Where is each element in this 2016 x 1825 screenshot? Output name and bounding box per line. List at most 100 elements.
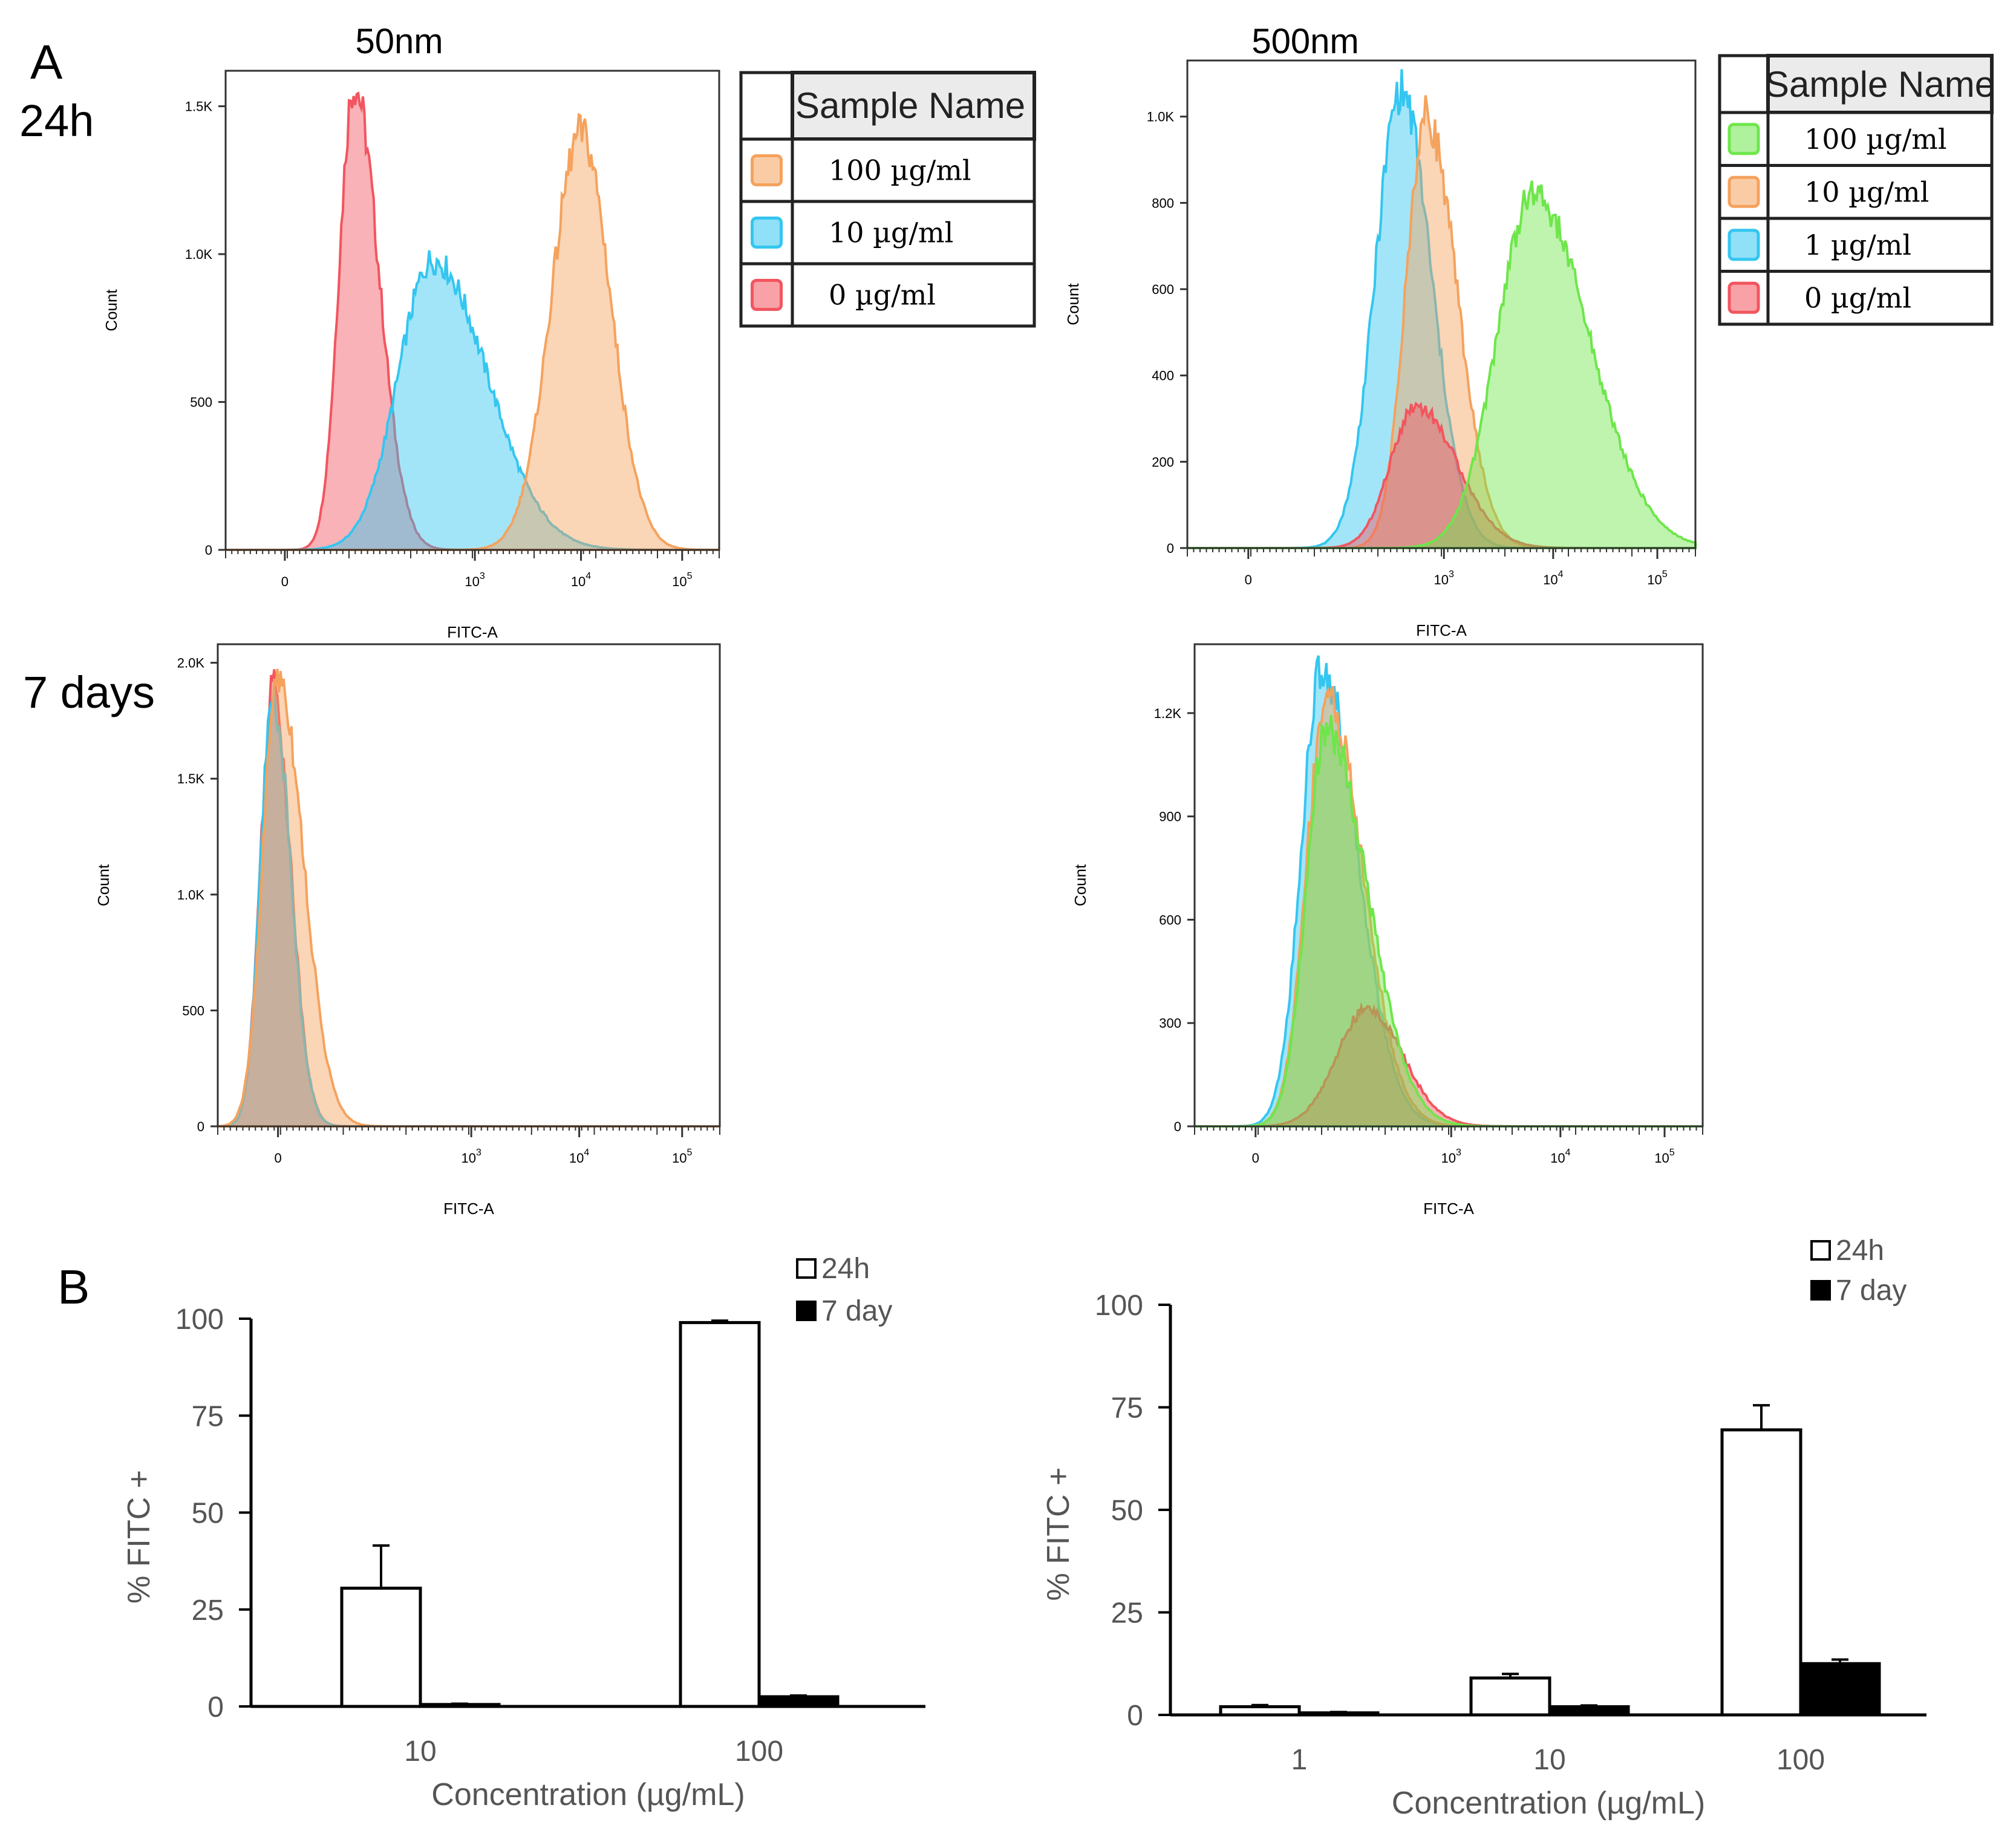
bar-50nm-category-label: 10 [404,1735,436,1768]
hist-50nm-24h-xtick-label: 0 [281,574,289,589]
bar-legend-500nm-label-24h: 24h [1836,1235,1884,1267]
hist-500nm-7d-frame [1193,643,1704,1128]
panel-a-letter: A [30,35,63,89]
legend500-rows-swatch [1727,175,1760,208]
row-label-24h: 24h [19,96,94,146]
bar-50nm-xlabel: Concentration (µg/mL) [431,1777,745,1812]
hist-500nm-24h-ytick-label: 200 [1152,454,1174,469]
hist-500nm-24h-ytick-label: 800 [1152,195,1174,211]
bar-500nm-ytick-label: 0 [1127,1700,1143,1732]
bar-50nm-ytick-label: 75 [192,1400,224,1432]
bar-legend-50nm: 24h 7 day [796,1253,892,1327]
hist-50nm-7d-ytick-label: 1.5K [177,771,205,786]
hist-500nm-7d-xtick-label: 105 [1654,1148,1674,1166]
legend50-rows-swatch [751,279,783,311]
hist-50nm-7d-ytick-label: 500 [182,1003,204,1018]
hist-500nm-7d-xlabel: FITC-A [1423,1200,1474,1218]
hist-500nm-24h-xtick-label: 0 [1245,572,1252,587]
bar-500nm-category-label: 10 [1533,1744,1565,1776]
bar-50nm-bar-24h-100 [679,1321,761,1708]
legend500-rows-label: 1 µg/ml [1804,229,1911,261]
bar-50nm-ylabel: % FITC + [122,1470,157,1604]
legend500-rows-swatch [1727,281,1760,314]
column-title-50nm: 50nm [355,22,443,61]
hist-50nm-24h-xtick-label: 104 [571,571,591,589]
bar-50nm-category-label: 100 [735,1735,783,1768]
row-label-7-days: 7 days [23,667,155,717]
hist-500nm-7d-xtick-label: 103 [1441,1148,1461,1166]
legend50-rows-swatch [751,217,783,249]
hist-500nm-7d-series-100-g-ml [1195,715,1703,1128]
legend50-rows-swatch [751,154,783,186]
bar-legend-500nm-label-7day: 7 day [1836,1275,1907,1307]
hist-50nm-24h-xtick-label: 103 [465,571,484,589]
legend500-rows-label-cell [1766,164,1994,220]
bar-500nm-ytick-label: 100 [1095,1290,1143,1322]
hist-500nm-7d-ylabel: Count [1071,864,1089,906]
histogram-50nm-7d: 0 500 1.0K 1.5K 2.0K 0 103 104 105 FITC-A Count [94,643,721,1218]
hist-50nm-7d-ylabel: Count [94,864,113,906]
hist-50nm-7d-xtick-label: 105 [672,1148,692,1166]
bar-500nm-ylabel: % FITC + [1041,1467,1076,1601]
bar-50nm-ytick-label: 100 [175,1304,224,1336]
hist-500nm-24h-xlabel: FITC-A [1416,621,1467,639]
legend500-rows-label-cell [1766,270,1994,326]
hist-50nm-7d-series-100-g-ml [217,668,720,1128]
hist-500nm-7d-series-10-g-ml [1195,685,1703,1128]
hist-500nm-24h-ytick-label: 400 [1152,368,1174,384]
legend500-rows-label: 10 µg/ml [1804,175,1929,208]
legend50-rows-label: 0 µg/ml [829,279,936,312]
legend500-rows-label-cell [1766,217,1994,273]
legend50-rows-label: 10 µg/ml [829,217,953,249]
legend500-rows-label-cell [1766,111,1994,167]
hist-500nm-24h-ylabel: Count [1064,283,1082,325]
histogram-500nm-24h: 0 200 400 600 800 1.0K 0 103 104 105 FITC-A Count [1064,59,1697,639]
hist-50nm-7d-ytick-label: 2.0K [177,656,205,671]
hist-500nm-24h-xtick-label: 104 [1543,569,1563,587]
hist-50nm-7d-xlabel: FITC-A [443,1200,494,1218]
legend50-rows-label-cell [791,262,1036,328]
panel-b-letter: B [57,1260,90,1314]
bar-500nm-bar-24h-10 [1469,1676,1551,1717]
legend-500nm-rows: 100 µg/ml 10 µg/ml 1 µg/ml 0 µg/ml [1718,111,1994,326]
column-title-500nm: 500nm [1251,22,1359,61]
bar-500nm-category-label: 100 [1776,1744,1825,1776]
legend-50nm-header: Sample Name [795,85,1025,126]
legend500-rows-swatch [1727,123,1760,155]
hist-50nm-7d-xtick-label: 0 [274,1151,281,1166]
bar-50nm-bar-24h-10 [340,1586,422,1708]
hist-500nm-7d-xtick-label: 104 [1550,1148,1570,1166]
bar-50nm-bar-7-day-100 [757,1695,840,1708]
bar-50nm-ytick-label: 0 [207,1691,224,1723]
hist-500nm-7d-ytick-label: 0 [1174,1119,1181,1134]
bar-legend-500nm: 24h 7 day [1810,1235,1907,1307]
bar-chart-50nm: 0 25 50 75 100 10 100 Concentration (µg/mL) % FI… [122,1304,925,1812]
legend500-rows-label: 100 µg/ml [1804,123,1947,155]
bar-500nm-bar-7-day-100 [1799,1662,1881,1717]
bar-500nm-ytick-label: 25 [1111,1598,1143,1630]
bar-500nm-bar-24h-100 [1720,1428,1802,1717]
hist-500nm-7d-ytick-label: 600 [1159,912,1181,927]
hist-500nm-7d-ytick-label: 900 [1159,809,1181,824]
bar-legend-50nm-swatch-24h [796,1258,817,1279]
bar-500nm-bar-24h-1 [1219,1705,1301,1717]
hist-50nm-24h-xlabel: FITC-A [447,623,498,641]
bar-50nm-ytick-label: 25 [192,1595,224,1627]
bar-500nm-ytick-label: 50 [1111,1495,1143,1527]
bar-50nm-ytick-label: 50 [192,1498,224,1530]
hist-500nm-24h-xtick-label: 105 [1647,569,1667,587]
hist-500nm-24h-ytick-label: 600 [1152,282,1174,297]
bar-legend-500nm-swatch-7day [1810,1280,1831,1301]
bar-500nm-ytick-label: 75 [1111,1392,1143,1425]
hist-500nm-7d-xtick-label: 0 [1252,1151,1259,1166]
hist-500nm-7d-ytick-label: 1.2K [1154,706,1182,721]
legend-50nm-corner-cell [739,71,794,141]
bar-legend-50nm-label-7day: 7 day [821,1295,892,1327]
legend50-rows-label: 100 µg/ml [829,154,971,187]
hist-50nm-24h-ytick-label: 1.0K [185,247,213,262]
hist-500nm-24h-ytick-label: 0 [1167,541,1174,556]
hist-500nm-7d-ytick-label: 300 [1159,1016,1181,1031]
bar-500nm-category-label: 1 [1291,1744,1308,1776]
hist-50nm-7d-ytick-label: 1.0K [177,887,205,903]
